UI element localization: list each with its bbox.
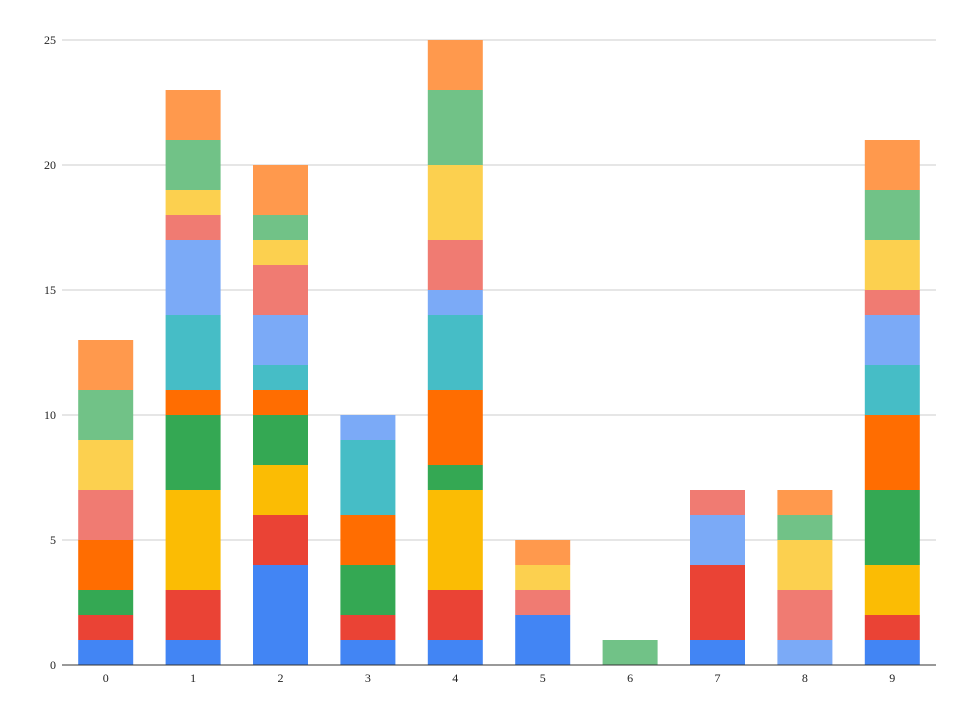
bar-segment-1-s6 (165, 240, 221, 315)
bar-segment-7-s1 (690, 565, 745, 640)
bar-segment-9-s4 (864, 415, 920, 490)
bar-segment-9-s6 (864, 315, 920, 365)
bar-segment-4-s2 (427, 490, 483, 590)
bar-segment-8-s8 (777, 540, 833, 590)
bar-segment-2-s8 (253, 240, 308, 265)
bar-segment-7-s0 (690, 640, 745, 665)
bar-segment-0-s8 (78, 440, 134, 490)
bar-segment-0-s10 (78, 340, 134, 390)
bar-segment-8-s6 (777, 640, 833, 665)
bar-segment-3-s4 (340, 515, 396, 565)
bar-segment-5-s8 (515, 565, 571, 590)
y-tick-label: 25 (44, 33, 56, 47)
tick-labels: 0 5 10 15 20 25 0 1 2 3 4 5 6 7 8 9 (44, 33, 895, 685)
bar-segment-9-s1 (864, 615, 920, 640)
bar-segment-4-s1 (427, 590, 483, 640)
x-tick-label: 2 (278, 671, 284, 685)
bar-segment-9-s3 (864, 490, 920, 565)
bar-segment-2-s7 (253, 265, 308, 315)
bar-segment-4-s5 (427, 315, 483, 390)
x-tick-label: 5 (540, 671, 546, 685)
x-tick-label: 6 (627, 671, 633, 685)
bar-segment-4-s10 (427, 40, 483, 90)
bar-segment-4-s6 (427, 290, 483, 315)
bar-segment-4-s0 (427, 640, 483, 665)
y-tick-label: 15 (44, 283, 56, 297)
bars (78, 40, 920, 665)
bar-segment-2-s5 (253, 365, 308, 390)
bar-segment-1-s10 (165, 90, 221, 140)
bar-segment-9-s9 (864, 190, 920, 240)
bar-segment-2-s10 (253, 165, 308, 215)
bar-segment-9-s7 (864, 290, 920, 315)
bar-segment-1-s7 (165, 215, 221, 240)
bar-segment-4-s9 (427, 90, 483, 165)
bar-segment-8-s9 (777, 515, 833, 540)
x-tick-label: 8 (802, 671, 808, 685)
bar-segment-4-s8 (427, 165, 483, 240)
bar-segment-2-s9 (253, 215, 308, 240)
bar-segment-4-s7 (427, 240, 483, 290)
bar-segment-0-s3 (78, 590, 134, 615)
bar-segment-1-s3 (165, 415, 221, 490)
bar-segment-2-s6 (253, 315, 308, 365)
x-tick-label: 0 (103, 671, 109, 685)
bar-segment-0-s9 (78, 390, 134, 440)
bar-segment-8-s7 (777, 590, 833, 640)
bar-segment-0-s0 (78, 640, 134, 665)
bar-segment-3-s5 (340, 440, 396, 515)
bar-segment-1-s4 (165, 390, 221, 415)
y-tick-label: 5 (50, 533, 56, 547)
bar-segment-0-s1 (78, 615, 134, 640)
bar-segment-8-s10 (777, 490, 833, 515)
bar-segment-1-s8 (165, 190, 221, 215)
x-tick-label: 7 (715, 671, 721, 685)
bar-segment-2-s2 (253, 465, 308, 515)
bar-segment-1-s0 (165, 640, 221, 665)
bar-segment-0-s7 (78, 490, 134, 540)
x-tick-label: 9 (889, 671, 895, 685)
x-tick-label: 4 (452, 671, 458, 685)
bar-segment-2-s0 (253, 565, 308, 665)
bar-segment-5-s0 (515, 615, 571, 665)
bar-segment-5-s10 (515, 540, 571, 565)
x-tick-label: 3 (365, 671, 371, 685)
bar-segment-7-s6 (690, 515, 745, 565)
bar-segment-7-s7 (690, 490, 745, 515)
bar-segment-2-s3 (253, 415, 308, 465)
bar-segment-9-s8 (864, 240, 920, 290)
bar-segment-9-s10 (864, 140, 920, 190)
bar-segment-3-s6 (340, 415, 396, 440)
bar-segment-4-s3 (427, 465, 483, 490)
bar-segment-9-s5 (864, 365, 920, 415)
bar-segment-5-s7 (515, 590, 571, 615)
bar-segment-9-s2 (864, 565, 920, 615)
x-tick-label: 1 (190, 671, 196, 685)
bar-segment-1-s1 (165, 590, 221, 640)
bar-segment-3-s1 (340, 615, 396, 640)
bar-segment-0-s4 (78, 540, 134, 590)
bar-segment-2-s4 (253, 390, 308, 415)
y-tick-label: 20 (44, 158, 56, 172)
bar-segment-1-s9 (165, 140, 221, 190)
bar-segment-9-s0 (864, 640, 920, 665)
bar-segment-3-s3 (340, 565, 396, 615)
y-tick-label: 0 (50, 658, 56, 672)
bar-segment-1-s5 (165, 315, 221, 390)
bar-segment-6-s9 (602, 640, 658, 665)
bar-segment-3-s0 (340, 640, 396, 665)
bar-segment-2-s1 (253, 515, 308, 565)
bar-segment-1-s2 (165, 490, 221, 590)
bar-segment-4-s4 (427, 390, 483, 465)
y-tick-label: 10 (44, 408, 56, 422)
